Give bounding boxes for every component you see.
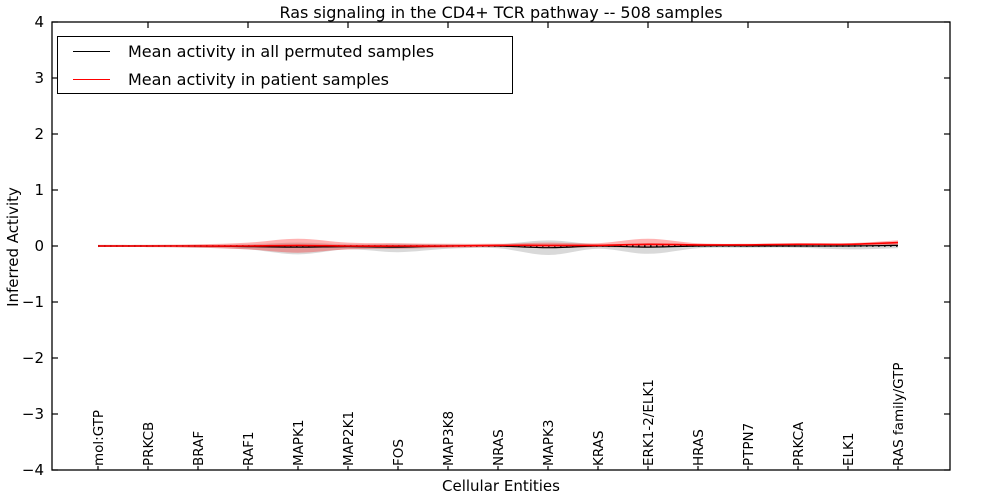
x-tick-label: RAS family/GTP (891, 362, 907, 466)
x-tick-label: MAPK3 (541, 420, 557, 466)
y-tick-label: 4 (34, 13, 44, 31)
chart-title: Ras signaling in the CD4+ TCR pathway --… (279, 3, 723, 22)
legend-entry-permuted: Mean activity in all permuted samples (58, 40, 512, 62)
x-tick-label: MAPK1 (291, 420, 307, 466)
y-tick-label: −1 (22, 293, 44, 311)
x-tick-label: HRAS (691, 429, 707, 466)
x-tick-label: MAP3K8 (441, 411, 457, 466)
line-patient-mean (97, 241, 899, 247)
x-tick-label: RAF1 (241, 432, 257, 466)
x-tick-label: ERK1-2/ELK1 (641, 379, 657, 466)
x-axis-label: Cellular Entities (442, 477, 560, 495)
x-tick-label: FOS (391, 439, 407, 466)
x-tick-label: PRKCA (791, 421, 807, 466)
x-tick-label: PRKCB (141, 422, 157, 466)
legend-line-sample-black (73, 50, 110, 52)
y-tick-label: 3 (34, 69, 44, 87)
x-tick-label: mol:GTP (91, 410, 107, 466)
y-tick-label: 1 (34, 181, 44, 199)
x-tick-label: MAP2K1 (341, 411, 357, 466)
y-tick-label: 2 (34, 125, 44, 143)
x-tick-label: ELK1 (841, 433, 857, 467)
y-tick-label: −3 (22, 405, 44, 423)
y-axis-label: Inferred Activity (4, 187, 22, 307)
y-tick-label: −2 (22, 349, 44, 367)
legend: Mean activity in all permuted samples Me… (57, 36, 513, 94)
legend-line-sample-red (73, 78, 110, 80)
x-tick-label: BRAF (191, 431, 207, 466)
x-tick-label: NRAS (491, 429, 507, 466)
x-tick-label: KRAS (591, 431, 607, 467)
band-permuted (98, 240, 898, 256)
y-tick-label: −4 (22, 461, 44, 479)
legend-entry-patient: Mean activity in patient samples (58, 68, 512, 90)
legend-label: Mean activity in patient samples (128, 69, 389, 89)
y-tick-label: 0 (34, 237, 44, 255)
legend-label: Mean activity in all permuted samples (128, 41, 435, 61)
x-tick-label: PTPN7 (741, 423, 757, 466)
